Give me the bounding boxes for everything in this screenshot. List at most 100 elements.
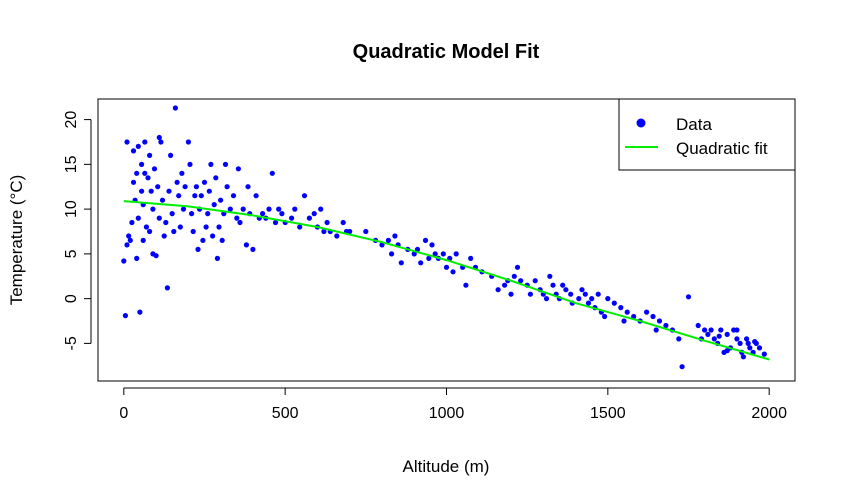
data-point xyxy=(724,348,730,354)
data-point xyxy=(650,313,656,320)
data-point xyxy=(560,282,566,288)
data-point xyxy=(631,313,637,320)
data-point xyxy=(211,202,217,208)
data-point xyxy=(679,364,685,370)
data-point xyxy=(289,215,295,221)
data-point xyxy=(180,206,187,212)
data-point xyxy=(177,224,183,230)
data-point xyxy=(321,228,327,235)
data-point xyxy=(205,211,211,217)
data-point xyxy=(135,143,141,149)
data-point xyxy=(243,242,249,248)
data-point xyxy=(156,134,162,141)
data-point xyxy=(347,228,353,235)
data-point xyxy=(716,333,722,339)
data-point xyxy=(210,233,216,239)
x-tick-label: 1000 xyxy=(429,405,465,422)
data-point xyxy=(297,224,303,230)
data-point xyxy=(130,148,137,154)
data-point xyxy=(737,340,743,346)
data-point xyxy=(663,322,669,329)
data-point xyxy=(543,296,550,302)
data-point xyxy=(518,278,524,284)
data-point xyxy=(222,161,229,167)
data-point xyxy=(695,322,701,329)
data-point xyxy=(134,170,140,176)
data-point xyxy=(166,188,172,194)
data-point xyxy=(605,296,611,302)
data-point xyxy=(385,237,391,243)
data-point xyxy=(161,233,167,239)
data-point xyxy=(230,193,237,199)
y-tick-label: 10 xyxy=(63,200,80,218)
data-point xyxy=(224,184,230,190)
data-point xyxy=(432,251,438,257)
data-point xyxy=(171,228,177,235)
data-point xyxy=(279,211,285,217)
data-point xyxy=(216,224,222,230)
y-tick-label: 15 xyxy=(63,155,80,173)
data-point xyxy=(550,282,556,288)
data-point xyxy=(702,327,708,333)
legend: Data Quadratic fit xyxy=(618,98,796,171)
data-point xyxy=(176,193,182,199)
data-point xyxy=(502,282,508,288)
data-point xyxy=(589,296,595,302)
data-point xyxy=(440,251,446,257)
data-point xyxy=(193,184,199,190)
data-point xyxy=(126,233,132,239)
data-point xyxy=(266,206,272,212)
x-tick-label: 0 xyxy=(119,405,128,422)
data-point xyxy=(752,339,758,345)
data-point xyxy=(676,336,682,342)
data-point xyxy=(179,170,185,176)
y-tick-label: 0 xyxy=(63,294,80,303)
data-point xyxy=(219,237,225,243)
data-point xyxy=(418,260,424,266)
data-point xyxy=(189,211,195,217)
data-point xyxy=(272,219,279,226)
data-point xyxy=(134,255,140,261)
data-point xyxy=(508,291,514,297)
data-point xyxy=(198,193,204,199)
data-point xyxy=(139,161,145,167)
data-point xyxy=(142,170,148,176)
data-point xyxy=(240,206,246,212)
data-point xyxy=(514,264,521,270)
data-point xyxy=(621,318,627,324)
data-point xyxy=(644,309,650,315)
data-point xyxy=(602,313,608,320)
data-point xyxy=(147,152,153,158)
data-point xyxy=(139,188,145,194)
data-point xyxy=(164,285,170,291)
x-axis-label: Altitude (m) xyxy=(403,457,490,476)
data-point xyxy=(253,193,259,199)
data-point xyxy=(185,139,191,145)
data-point xyxy=(756,345,763,351)
data-point xyxy=(218,197,224,203)
data-point xyxy=(653,327,659,333)
data-point xyxy=(147,228,153,235)
data-point xyxy=(744,336,750,342)
legend-box xyxy=(618,98,796,171)
data-point xyxy=(121,258,127,264)
data-point xyxy=(201,179,208,185)
data-point xyxy=(208,161,214,167)
data-point xyxy=(124,139,130,145)
data-point xyxy=(426,255,432,261)
data-point xyxy=(311,211,317,217)
data-point xyxy=(547,273,553,279)
data-point xyxy=(190,228,196,235)
data-point xyxy=(334,233,340,239)
data-point xyxy=(151,166,158,172)
data-point xyxy=(200,237,206,243)
data-point xyxy=(532,278,538,284)
data-point xyxy=(153,253,159,259)
data-point xyxy=(227,206,233,212)
data-point xyxy=(389,251,395,257)
y-axis-label: Temperature (°C) xyxy=(7,175,26,306)
data-point xyxy=(740,354,747,360)
data-point xyxy=(563,287,569,293)
data-point xyxy=(143,224,149,230)
